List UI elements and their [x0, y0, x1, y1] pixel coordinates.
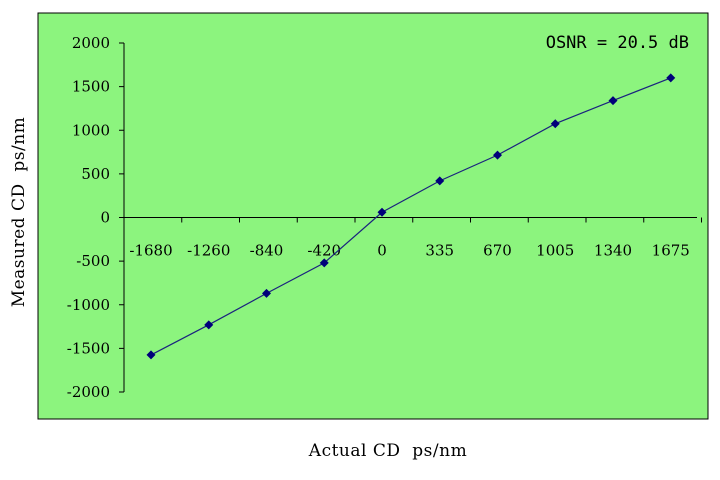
y-tick-label: 1000 [72, 121, 110, 139]
x-tick-label: -420 [307, 242, 341, 260]
x-axis-title: Actual CD ps/nm [308, 441, 467, 461]
x-tick-label: 1675 [652, 242, 690, 260]
y-tick-label: 500 [81, 165, 110, 183]
x-tick-label: 670 [483, 242, 512, 260]
data-point-marker [608, 96, 618, 106]
y-tick-label: -1000 [67, 296, 110, 314]
y-tick-label: 2000 [72, 34, 110, 52]
x-tick-label: 1005 [536, 242, 574, 260]
data-marks [146, 73, 676, 360]
data-point-marker [666, 73, 676, 83]
x-tick-label: -840 [250, 242, 284, 260]
y-tick-label: -500 [76, 252, 110, 270]
y-tick-label: -1500 [67, 339, 110, 357]
data-point-marker [377, 207, 387, 217]
y-tick-label: -2000 [67, 383, 110, 401]
chart-frame [37, 12, 709, 420]
data-point-marker [550, 119, 560, 129]
x-tick-label: 0 [377, 242, 387, 260]
data-point-marker [435, 176, 445, 186]
y-axis-title: Measured CD ps/nm [9, 117, 29, 308]
x-tick-label: -1260 [187, 242, 230, 260]
y-tick-label: 1500 [72, 78, 110, 96]
axes: 2000 1500 1000 500 0 -500 -1000 -1500 -2000 -1680… [67, 34, 702, 401]
x-tick-label: -1680 [129, 242, 172, 260]
data-point-marker [204, 320, 214, 330]
x-tick-label: 1340 [594, 242, 632, 260]
data-point-marker [493, 150, 502, 160]
data-point-marker [262, 288, 271, 298]
series-line [150, 77, 671, 356]
data-point-marker [146, 350, 156, 360]
x-tick-label: 335 [425, 242, 454, 260]
osnr-annotation: OSNR = 20.5 dB [546, 33, 689, 53]
data-point-marker [319, 258, 329, 268]
y-tick-label: 0 [100, 209, 110, 227]
